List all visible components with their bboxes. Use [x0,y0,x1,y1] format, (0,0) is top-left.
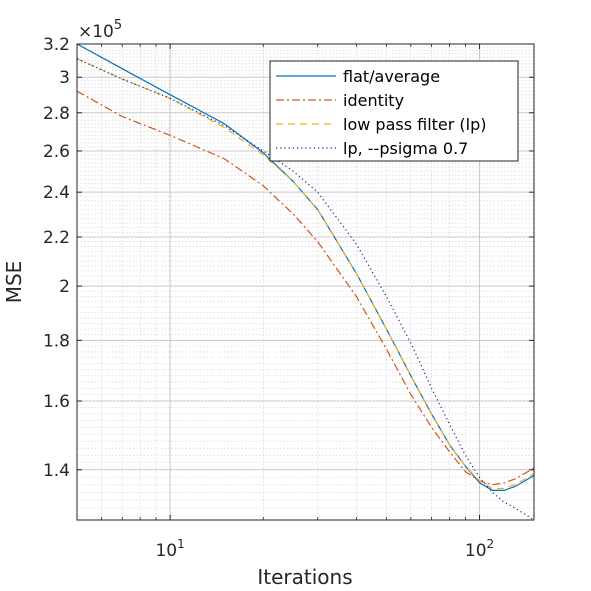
legend-label: low pass filter (lp) [343,115,487,134]
y-tick-label: 3 [59,68,70,88]
y-tick-label: 2.6 [43,142,70,162]
y-tick-label: 1.6 [43,392,70,412]
series-line-4 [77,58,534,520]
y-axis-label: MSE [2,261,26,304]
series-line-1 [77,44,534,491]
y-tick-label: 1.8 [43,331,70,351]
tick-marks [76,43,534,520]
y-exponent-label: ×105 [78,18,122,42]
series-line-2 [77,90,534,486]
x-tick-labels: 101 102 [155,537,494,561]
y-tick-label: 2 [59,277,70,297]
series-layer [77,44,534,520]
x-tick-label: 102 [465,537,494,561]
legend-label: identity [343,91,404,110]
y-tick-label: 2.2 [43,228,70,248]
legend: flat/average identity low pass filter (lp)… [269,60,519,162]
plot-frame [76,43,535,521]
x-tick-label: 101 [155,537,184,561]
y-tick-label: 3.2 [43,35,70,55]
legend-label: lp, --psigma 0.7 [343,139,468,158]
y-tick-label: 2.4 [43,183,70,203]
y-tick-labels: 1.4 1.6 1.8 2 2.2 2.4 2.6 2.8 3 3.2 [43,35,70,481]
legend-label: flat/average [343,67,440,86]
legend-box [269,60,519,162]
y-tick-label: 1.4 [43,461,70,481]
y-tick-label: 2.8 [43,104,70,124]
x-axis-label: Iterations [257,565,352,589]
